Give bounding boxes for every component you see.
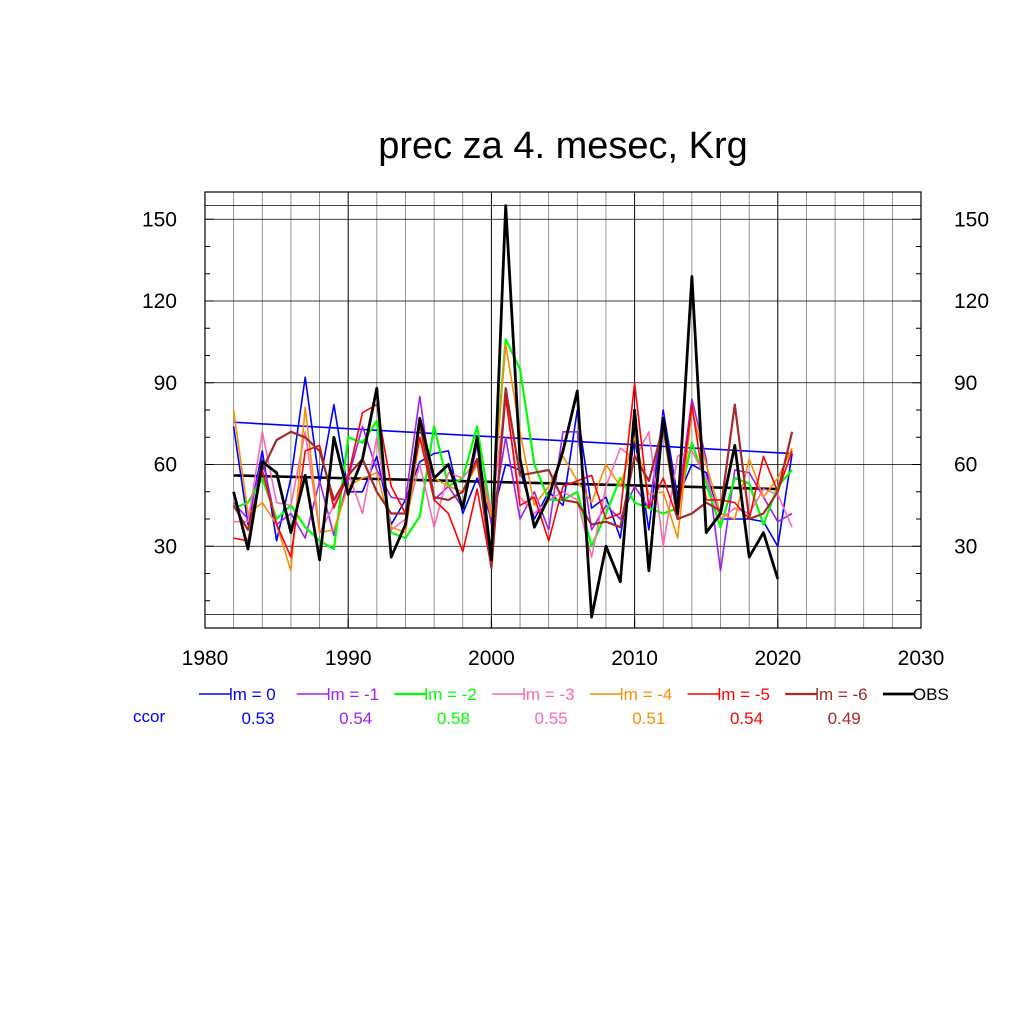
y-tick-label-left: 150 — [142, 208, 177, 231]
legend-label: lm = -1 — [327, 685, 379, 704]
x-tick-label: 2000 — [468, 647, 515, 670]
y-tick-label-right: 150 — [954, 208, 989, 231]
legend-ccor: 0.49 — [828, 709, 861, 728]
legend-ccor: 0.55 — [535, 709, 568, 728]
y-tick-label-left: 90 — [154, 372, 177, 395]
y-tick-label-right: 60 — [954, 454, 977, 477]
legend-label: lm = -3 — [522, 685, 574, 704]
x-tick-label: 2020 — [754, 647, 801, 670]
trend-line — [233, 474, 778, 491]
x-tick-label: 1980 — [182, 647, 229, 670]
legend: ccor lm = 0 0.53 lm = -1 0.54 lm = -2 0.58 lm … — [133, 685, 949, 728]
y-tick-label-right: 120 — [954, 290, 989, 313]
legend-ccor: 0.58 — [437, 709, 470, 728]
axis-ticks: 30 30 60 60 90 90 120 120 150 150 1980 1990 2000 2010… — [142, 208, 989, 670]
series-line — [232, 204, 780, 619]
legend-ccor: 0.53 — [241, 709, 274, 728]
chart-title: prec za 4. mesec, Krg — [378, 125, 748, 167]
y-tick-label-left: 60 — [154, 454, 177, 477]
x-tick-label: 2030 — [898, 647, 945, 670]
legend-label: OBS — [913, 685, 949, 704]
x-tick-label: 1990 — [325, 647, 372, 670]
ccor-label: ccor — [133, 707, 165, 726]
series-line — [232, 343, 793, 572]
legend-ccor: 0.54 — [339, 709, 372, 728]
y-tick-label-right: 90 — [954, 372, 977, 395]
series-lines — [232, 204, 794, 619]
legend-label: lm = -6 — [815, 685, 867, 704]
series-line — [232, 376, 793, 548]
y-tick-label-left: 120 — [142, 290, 177, 313]
legend-label: lm = -2 — [424, 685, 476, 704]
legend-label: lm = 0 — [229, 685, 276, 704]
legend-ccor: 0.54 — [730, 709, 763, 728]
x-tick-label: 2010 — [611, 647, 658, 670]
legend-label: lm = -4 — [620, 685, 672, 704]
y-tick-label-right: 30 — [954, 535, 977, 558]
legend-label: lm = -5 — [718, 685, 770, 704]
y-tick-label-left: 30 — [154, 535, 177, 558]
series-line — [232, 387, 794, 570]
legend-ccor: 0.51 — [632, 709, 665, 728]
